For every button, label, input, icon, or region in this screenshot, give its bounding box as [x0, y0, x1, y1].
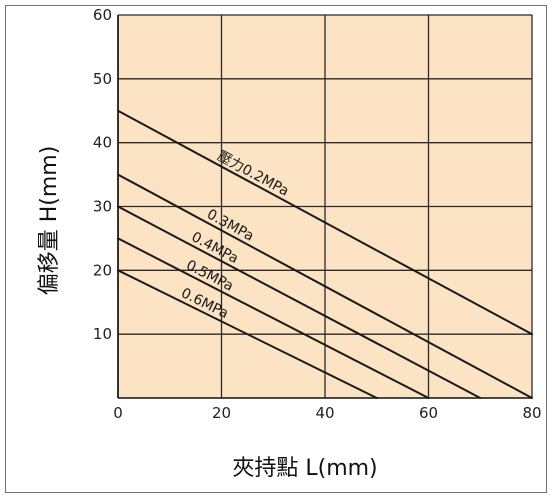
x-axis-label: 夾持點 L(mm): [232, 456, 377, 481]
x-tick-label: 60: [419, 404, 438, 422]
y-tick-label: 30: [93, 198, 112, 216]
y-tick-label: 50: [93, 70, 112, 88]
x-tick-label: 80: [522, 404, 541, 422]
series-line-3: [117, 237, 430, 399]
series-lines: [117, 109, 533, 399]
y-tick-label: 40: [93, 134, 112, 152]
series-line-0: [117, 109, 533, 336]
y-tick-label: 10: [93, 325, 112, 343]
series-line-1: [117, 173, 533, 399]
tick-labels: 0 20 40 60 80 10 20 30 40 50 60: [93, 6, 542, 422]
y-tick-label: 60: [93, 6, 112, 24]
x-tick-label: 20: [212, 404, 231, 422]
x-tick-label: 0: [113, 404, 123, 422]
y-tick-label: 20: [93, 261, 112, 279]
series-line-2: [117, 205, 482, 399]
series-line-4: [117, 269, 378, 399]
y-axis-label: 偏移量 H(mm): [37, 146, 62, 296]
x-tick-label: 40: [315, 404, 334, 422]
